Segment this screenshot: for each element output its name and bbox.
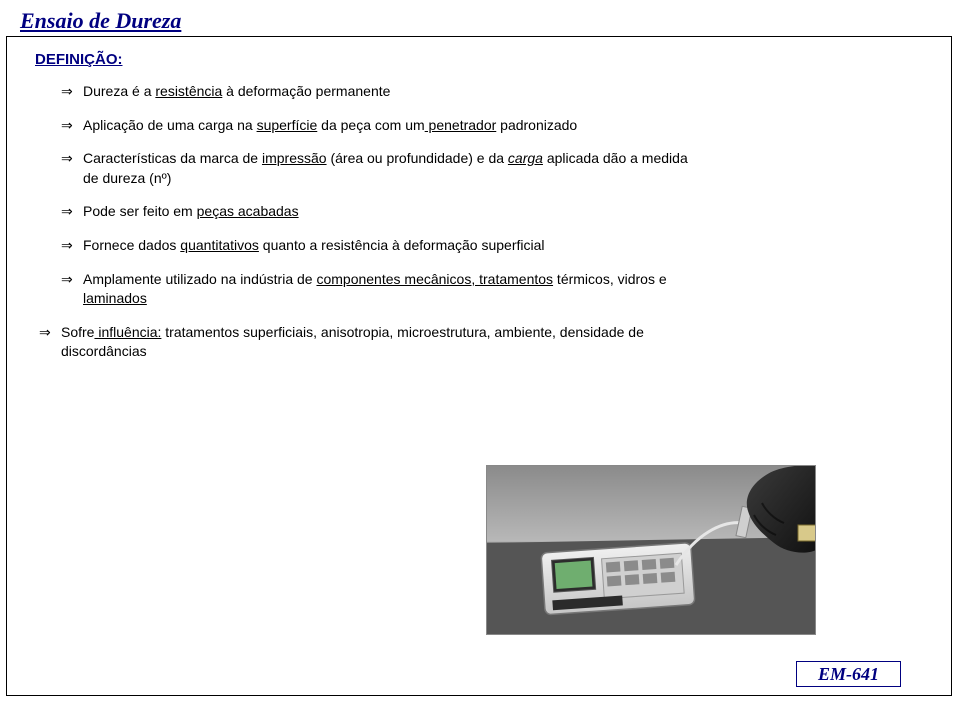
text: resistência	[155, 83, 222, 99]
text: da peça com um	[317, 117, 424, 133]
list-item: Pode ser feito em peças acabadas	[61, 202, 903, 222]
text: quantitativos	[180, 237, 259, 253]
figure-photo	[486, 465, 816, 635]
text: penetrador	[425, 117, 497, 133]
text: superfície	[257, 117, 318, 133]
section-heading: DEFINIÇÃO:	[35, 51, 925, 68]
list-item: Sofre influência: tratamentos superficia…	[39, 323, 881, 362]
text: influência:	[94, 324, 161, 340]
text: de dureza (nº)	[83, 170, 171, 186]
text: (área ou profundidade) e da	[327, 150, 508, 166]
hardness-tester-photo	[486, 465, 816, 635]
bullet-list: Dureza é a resistência à deformação perm…	[61, 82, 925, 309]
text: laminados	[83, 290, 147, 306]
text: térmicos, vidros e	[553, 271, 667, 287]
text: quanto a resistência à deformação superf…	[259, 237, 545, 253]
text: componentes mecânicos, tratamentos	[316, 271, 553, 287]
text: Pode ser feito em	[83, 203, 197, 219]
text: tratamentos superficiais, anisotropia, m…	[161, 324, 643, 340]
text: Dureza é a	[83, 83, 155, 99]
content-frame: DEFINIÇÃO: Dureza é a resistência à defo…	[6, 36, 952, 696]
text: impressão	[262, 150, 327, 166]
list-item: Dureza é a resistência à deformação perm…	[61, 82, 903, 102]
list-item: Fornece dados quantitativos quanto a res…	[61, 236, 903, 256]
list-item: Aplicação de uma carga na superfície da …	[61, 116, 903, 136]
list-item: Características da marca de impressão (á…	[61, 149, 903, 188]
footer-code: EM-641	[796, 661, 901, 687]
text: peças acabadas	[197, 203, 299, 219]
text: discordâncias	[61, 343, 147, 359]
text: Sofre	[61, 324, 94, 340]
text: aplicada dão a medida	[543, 150, 688, 166]
text: à deformação permanente	[222, 83, 390, 99]
text: Características da marca de	[83, 150, 262, 166]
text: Fornece dados	[83, 237, 180, 253]
text: carga	[508, 150, 543, 166]
text: padronizado	[496, 117, 577, 133]
text: Aplicação de uma carga na	[83, 117, 257, 133]
text: Amplamente utilizado na indústria de	[83, 271, 316, 287]
list-item: Amplamente utilizado na indústria de com…	[61, 270, 903, 309]
page-title: Ensaio de Dureza	[20, 8, 181, 34]
